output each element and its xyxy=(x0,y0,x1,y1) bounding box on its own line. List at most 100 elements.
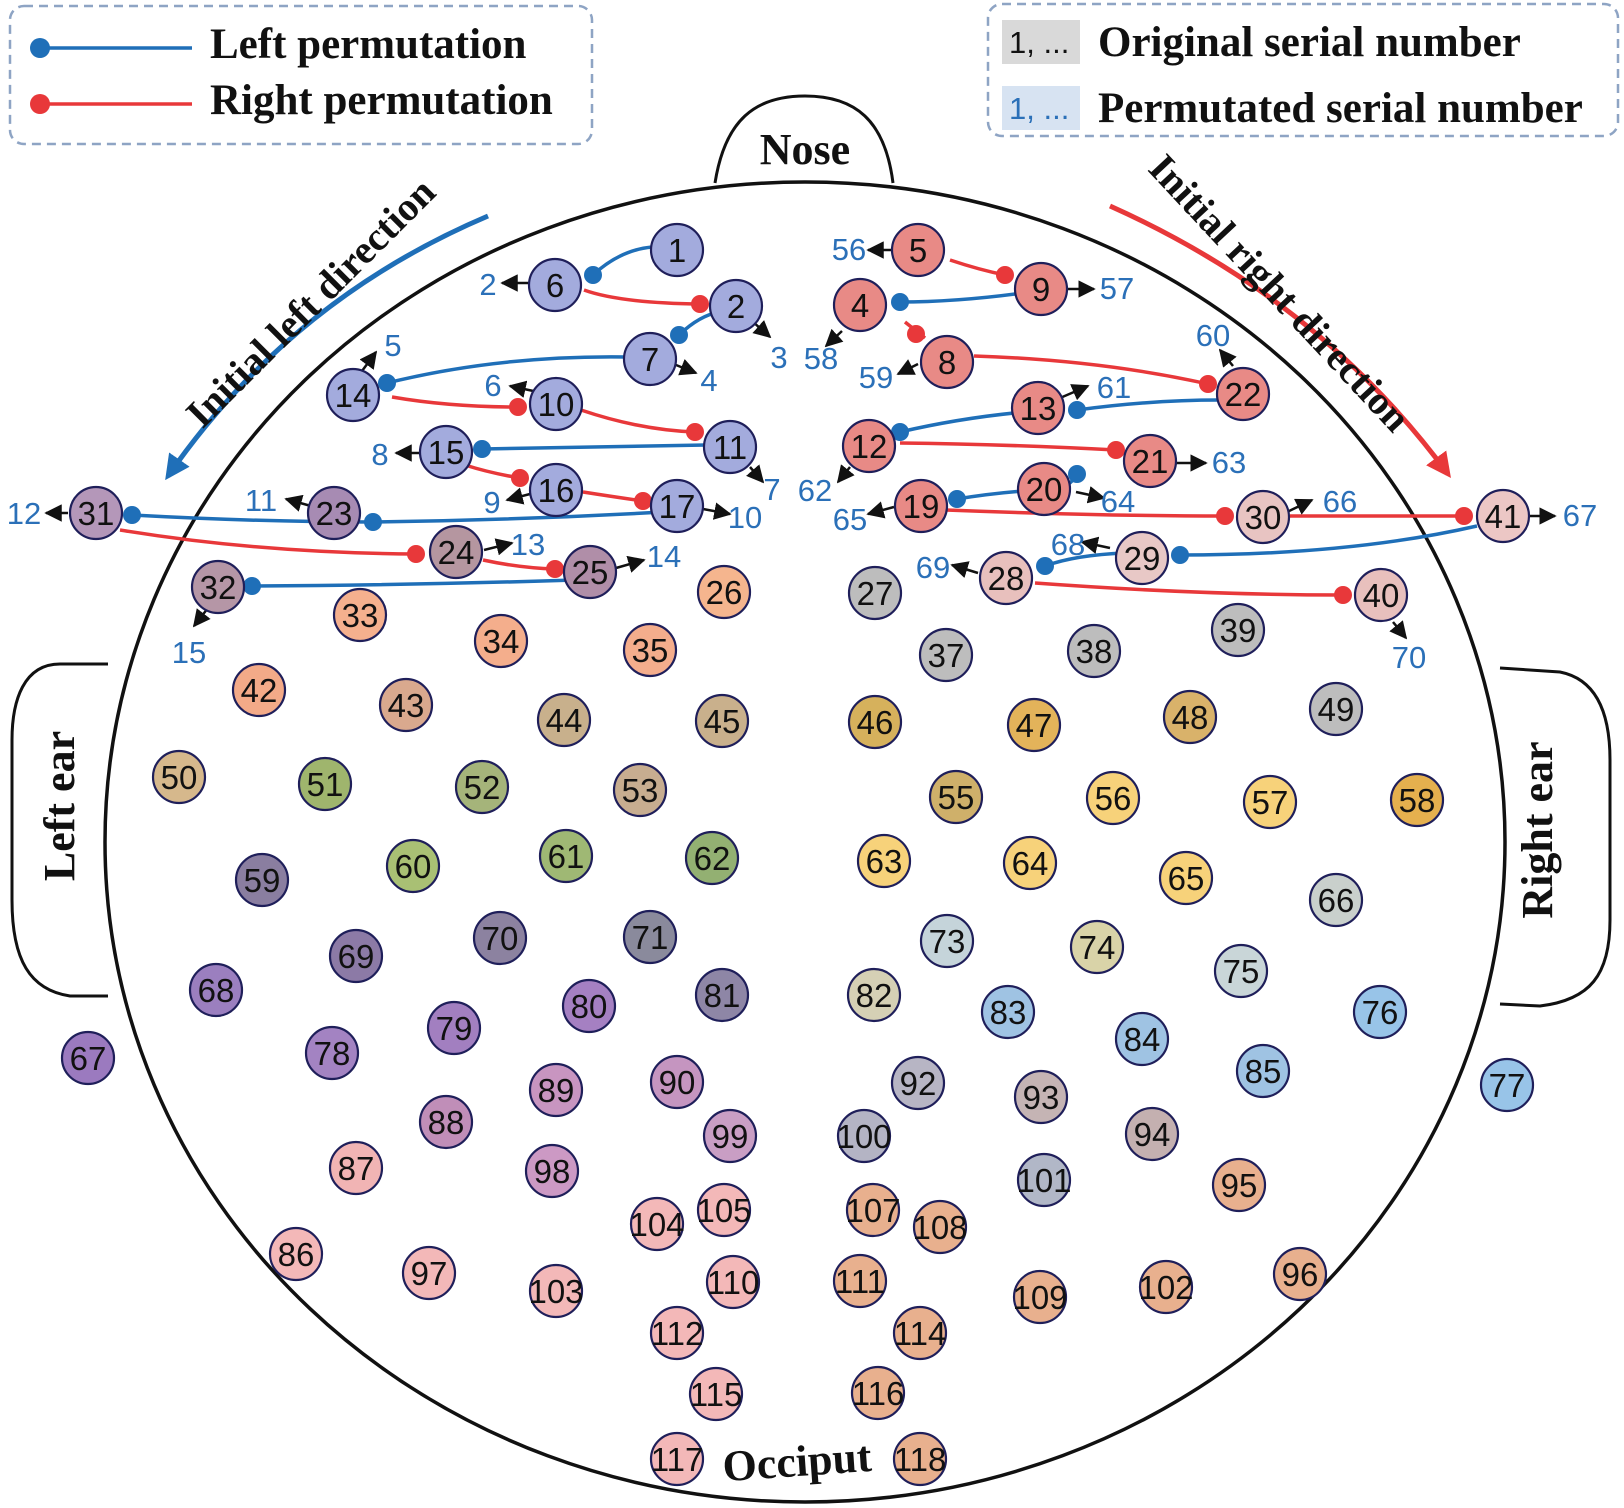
electrode-label: 44 xyxy=(546,702,583,739)
electrode: 104 xyxy=(629,1196,685,1252)
electrode-label: 10 xyxy=(538,386,575,423)
legend-permutation-box xyxy=(8,4,594,146)
electrode: 103 xyxy=(528,1263,584,1319)
electrode: 112 xyxy=(649,1305,705,1361)
electrode-label: 90 xyxy=(659,1064,696,1101)
electrode-circle xyxy=(708,278,764,334)
electrode-circle xyxy=(418,424,474,480)
electrode: 34 xyxy=(473,613,529,669)
electrode-label: 32 xyxy=(200,569,237,606)
electrode: 105 xyxy=(696,1182,752,1238)
electrode-label: 26 xyxy=(706,574,743,611)
electrode-circle xyxy=(1242,774,1298,830)
electrode-label: 13 xyxy=(1020,390,1057,427)
electrode: 46 xyxy=(847,694,903,750)
electrode: 23 xyxy=(306,485,362,541)
electrode-circle xyxy=(60,1030,116,1086)
electrode-circle xyxy=(912,1199,968,1255)
electrode: 94 xyxy=(1124,1106,1180,1162)
electrode-circle xyxy=(1012,1269,1068,1325)
electrode: 50 xyxy=(151,749,207,805)
electrode: 98 xyxy=(524,1143,580,1199)
electrode-label: 98 xyxy=(534,1153,571,1190)
electrode-circle xyxy=(918,627,974,683)
link-dot-blue xyxy=(891,293,909,311)
electrode-circle xyxy=(151,749,207,805)
legend-perm-swatch-text: 1, ... xyxy=(1009,91,1069,126)
electrode: 49 xyxy=(1308,681,1364,737)
electrode-circle xyxy=(846,967,902,1023)
perm-arrow xyxy=(836,464,855,484)
electrode-label: 110 xyxy=(707,1264,760,1301)
electrode-circle xyxy=(612,762,668,818)
electrode: 31 xyxy=(68,485,124,541)
electrode: 56 xyxy=(1085,770,1141,826)
electrode: 19 xyxy=(893,478,949,534)
electrode: 97 xyxy=(401,1245,457,1301)
electrode: 47 xyxy=(1006,697,1062,753)
electrode-circle xyxy=(847,565,903,621)
electrode: 110 xyxy=(705,1254,761,1310)
electrode: 63 xyxy=(856,833,912,889)
electrode: 12 xyxy=(841,418,897,474)
electrode-label: 27 xyxy=(857,575,894,612)
link-dot-red xyxy=(509,398,527,416)
electrode-label: 48 xyxy=(1172,699,1209,736)
electrode-label: 100 xyxy=(836,1118,891,1155)
electrode-label: 56 xyxy=(1095,780,1132,817)
electrode-circle xyxy=(622,909,678,965)
electrode-label: 14 xyxy=(335,377,372,414)
electrode-label: 11 xyxy=(713,429,747,466)
perm-arrow xyxy=(1075,486,1106,504)
electrode-label: 96 xyxy=(1282,1256,1319,1293)
link-dot-blue xyxy=(1068,401,1086,419)
electrode-circle xyxy=(847,694,903,750)
electrode-label: 73 xyxy=(929,923,966,960)
electrode-circle xyxy=(694,967,750,1023)
electrode-label: 58 xyxy=(1399,782,1436,819)
electrode-label: 74 xyxy=(1079,929,1116,966)
link-dot-blue xyxy=(1068,465,1086,483)
link-red xyxy=(119,528,417,556)
electrode-label: 39 xyxy=(1220,612,1257,649)
electrode-label: 69 xyxy=(338,938,375,975)
perm-arrow xyxy=(896,359,919,376)
perm-number: 8 xyxy=(371,437,388,472)
perm-arrow xyxy=(1080,536,1111,554)
legend-serial-box xyxy=(986,2,1620,138)
link-dot-red xyxy=(1455,507,1473,525)
electrode: 15 xyxy=(418,424,474,480)
perm-number: 68 xyxy=(1051,527,1085,562)
electrode-circle xyxy=(1215,366,1271,422)
electrode-circle xyxy=(928,769,984,825)
electrode: 73 xyxy=(919,913,975,969)
electrode: 116 xyxy=(850,1365,906,1421)
electrode-circle xyxy=(850,1365,906,1421)
electrode-circle xyxy=(919,334,975,390)
electrode-circle xyxy=(418,1094,474,1150)
electrode-circle xyxy=(190,559,246,615)
electrode: 53 xyxy=(612,762,668,818)
electrode-label: 112 xyxy=(651,1315,704,1352)
electrode-circle xyxy=(649,222,705,278)
electrode-label: 65 xyxy=(1168,860,1205,897)
electrode-label: 104 xyxy=(629,1206,684,1243)
electrode: 33 xyxy=(332,587,388,643)
electrode-circle xyxy=(1124,1106,1180,1162)
legend-left-dot xyxy=(30,38,50,58)
electrode: 64 xyxy=(1002,835,1058,891)
nose-shape xyxy=(713,94,895,184)
electrode-circle xyxy=(890,1055,946,1111)
permutation-links xyxy=(119,245,1478,597)
electrode-circle xyxy=(892,1431,948,1487)
perm-number: 6 xyxy=(484,368,501,403)
electrode: 80 xyxy=(561,978,617,1034)
electrode-label: 101 xyxy=(1016,1162,1071,1199)
electrode-circle xyxy=(836,1108,892,1164)
electrode-circle xyxy=(328,928,384,984)
electrode-label: 4 xyxy=(851,287,869,324)
perm-arrow xyxy=(1059,384,1090,401)
electrode-circle xyxy=(649,1431,705,1487)
legend-permutation: Left permutation Right permutation xyxy=(8,4,594,146)
electrode-label: 81 xyxy=(704,977,741,1014)
